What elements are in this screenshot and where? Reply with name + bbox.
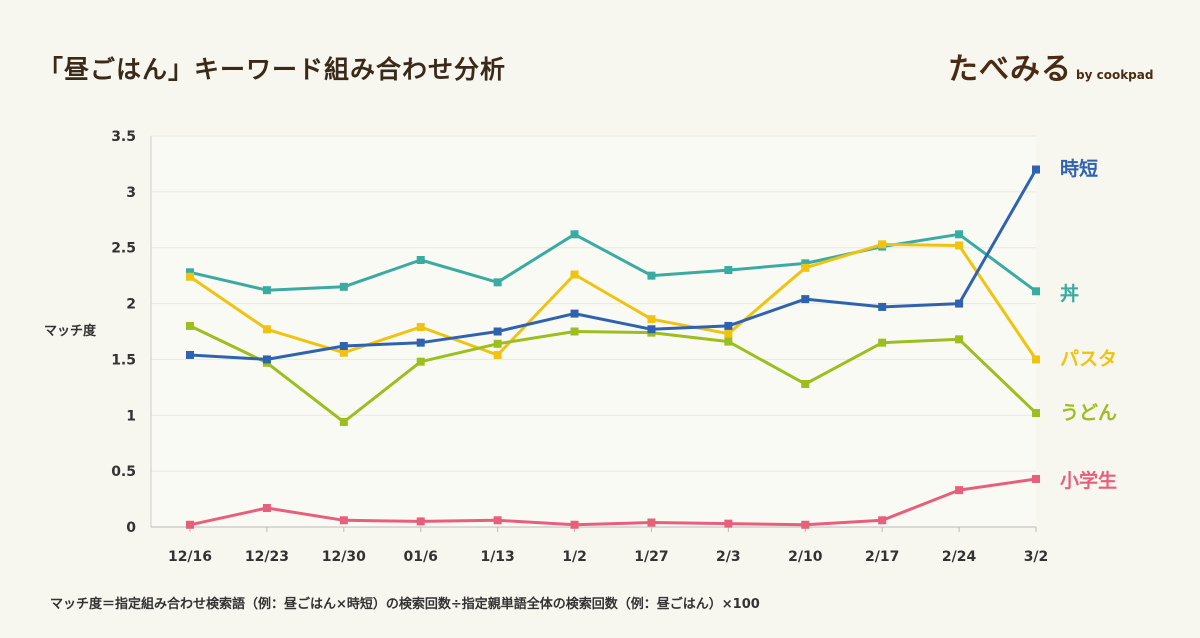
data-point (416, 357, 425, 366)
data-point (878, 240, 887, 249)
x-tick-label: 2/17 (865, 549, 899, 565)
data-point (186, 350, 194, 359)
data-point (186, 272, 194, 281)
data-point (570, 309, 579, 318)
data-point (801, 295, 810, 304)
data-point (724, 321, 733, 330)
data-point (955, 335, 964, 344)
data-point (570, 230, 579, 239)
data-point (724, 337, 733, 346)
x-tick-label: 12/16 (168, 549, 212, 565)
series-line (189, 168, 1038, 361)
x-tick-label: 12/30 (322, 549, 366, 565)
x-tick-label: 1/13 (480, 549, 514, 565)
x-tick-label: 3/2 (1024, 549, 1049, 565)
data-point (186, 520, 194, 529)
series-line (189, 477, 1037, 527)
data-point (955, 486, 964, 495)
data-point (801, 259, 810, 268)
logo-main-text: たべみる (948, 52, 1072, 87)
data-point (955, 230, 964, 239)
data-point (262, 355, 271, 364)
data-point (262, 286, 271, 295)
data-point (647, 315, 656, 324)
x-tick-label: 2/24 (942, 549, 977, 565)
data-point (493, 278, 502, 287)
data-point (416, 338, 425, 347)
data-point (186, 268, 194, 277)
data-point (1032, 165, 1040, 174)
series-label: うどん (1060, 402, 1117, 424)
logo-sub-text: by cookpad (1076, 68, 1154, 82)
data-point (647, 271, 656, 280)
data-point (339, 348, 348, 357)
y-tick-label: 3 (126, 185, 136, 201)
x-tick-label: 12/23 (245, 549, 289, 565)
data-point (1032, 355, 1040, 364)
data-point (339, 342, 348, 351)
tabemiru-logo: たべみる by cookpad (948, 44, 1153, 88)
x-tick-label: 01/6 (404, 549, 438, 565)
data-point (570, 520, 579, 529)
data-point (493, 350, 502, 359)
y-tick-label: 1.5 (111, 352, 136, 368)
footnote: マッチ度＝指定組み合わせ検索語（例：昼ごはん×時短）の検索回数÷指定親単語全体の… (50, 597, 760, 612)
data-point (262, 504, 271, 513)
data-point (416, 256, 425, 265)
data-point (647, 325, 656, 334)
data-point (570, 270, 579, 279)
data-point (186, 321, 194, 330)
data-point (493, 327, 502, 336)
data-point (1032, 409, 1040, 418)
series-label: パスタ (1060, 348, 1117, 370)
series-label: 時短 (1060, 157, 1098, 180)
series-line (189, 324, 1038, 424)
data-point (801, 263, 810, 272)
data-point (878, 302, 887, 311)
data-point (724, 519, 733, 528)
chart-title: 「昼ごはん」キーワード組み合わせ分析 (38, 55, 507, 84)
data-point (493, 516, 502, 525)
series-label: 小学生 (1060, 469, 1117, 492)
y-tick-label: 0.5 (111, 464, 136, 480)
data-point (878, 516, 887, 525)
y-tick-label: 2 (126, 297, 136, 313)
x-tick-label: 1/27 (634, 549, 668, 565)
data-point (339, 282, 348, 291)
data-point (724, 266, 733, 275)
x-tick-label: 1/2 (562, 549, 587, 565)
data-point (339, 516, 348, 525)
data-point (801, 380, 810, 389)
data-point (416, 517, 425, 526)
data-point (955, 241, 964, 250)
data-point (1032, 287, 1040, 296)
x-tick-label: 2/3 (716, 549, 741, 565)
y-tick-label: 2.5 (111, 241, 136, 257)
data-point (416, 323, 425, 332)
data-point (262, 325, 271, 334)
y-tick-label: 0 (126, 520, 136, 536)
data-point (955, 299, 964, 308)
y-tick-label: 3.5 (111, 129, 136, 145)
x-tick-label: 2/10 (788, 549, 823, 565)
y-axis-label: マッチ度 (44, 324, 97, 339)
series-label: 丼 (1060, 282, 1079, 305)
data-point (493, 339, 502, 348)
data-point (339, 417, 348, 426)
y-tick-label: 1 (126, 408, 136, 424)
data-point (647, 518, 656, 527)
data-point (801, 520, 810, 529)
data-point (878, 338, 887, 347)
data-point (724, 329, 733, 338)
data-point (1032, 474, 1040, 483)
data-point (570, 327, 579, 336)
